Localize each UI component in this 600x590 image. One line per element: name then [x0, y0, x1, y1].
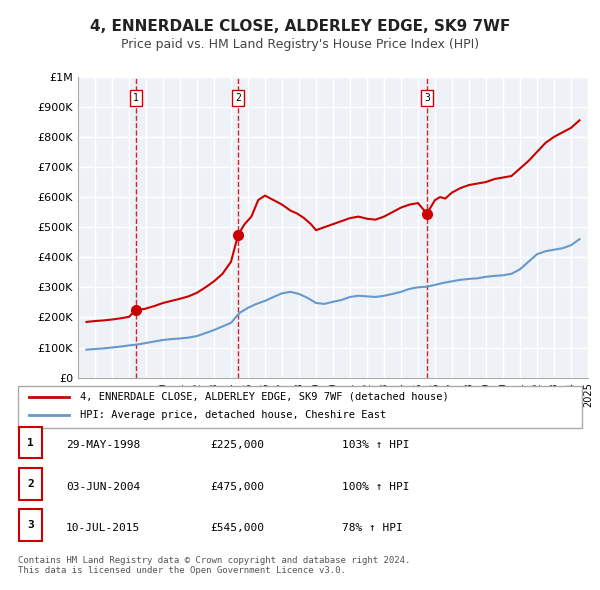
Text: 10-JUL-2015: 10-JUL-2015: [66, 523, 140, 533]
Text: 1: 1: [133, 93, 139, 103]
FancyBboxPatch shape: [18, 386, 582, 428]
Text: 3: 3: [27, 520, 34, 530]
Text: 2: 2: [27, 479, 34, 489]
Text: £225,000: £225,000: [210, 441, 264, 450]
Text: 100% ↑ HPI: 100% ↑ HPI: [342, 482, 409, 491]
Text: Contains HM Land Registry data © Crown copyright and database right 2024.
This d: Contains HM Land Registry data © Crown c…: [18, 556, 410, 575]
Text: 2: 2: [235, 93, 241, 103]
FancyBboxPatch shape: [19, 427, 42, 458]
Text: 78% ↑ HPI: 78% ↑ HPI: [342, 523, 403, 533]
Text: £475,000: £475,000: [210, 482, 264, 491]
Text: Price paid vs. HM Land Registry's House Price Index (HPI): Price paid vs. HM Land Registry's House …: [121, 38, 479, 51]
Text: 3: 3: [424, 93, 430, 103]
Text: 4, ENNERDALE CLOSE, ALDERLEY EDGE, SK9 7WF (detached house): 4, ENNERDALE CLOSE, ALDERLEY EDGE, SK9 7…: [80, 392, 449, 402]
Text: 03-JUN-2004: 03-JUN-2004: [66, 482, 140, 491]
Text: 1: 1: [27, 438, 34, 447]
FancyBboxPatch shape: [19, 509, 42, 541]
Text: 4, ENNERDALE CLOSE, ALDERLEY EDGE, SK9 7WF: 4, ENNERDALE CLOSE, ALDERLEY EDGE, SK9 7…: [90, 19, 510, 34]
FancyBboxPatch shape: [19, 468, 42, 500]
Text: HPI: Average price, detached house, Cheshire East: HPI: Average price, detached house, Ches…: [80, 411, 386, 420]
Text: £545,000: £545,000: [210, 523, 264, 533]
Text: 29-MAY-1998: 29-MAY-1998: [66, 441, 140, 450]
Text: 103% ↑ HPI: 103% ↑ HPI: [342, 441, 409, 450]
